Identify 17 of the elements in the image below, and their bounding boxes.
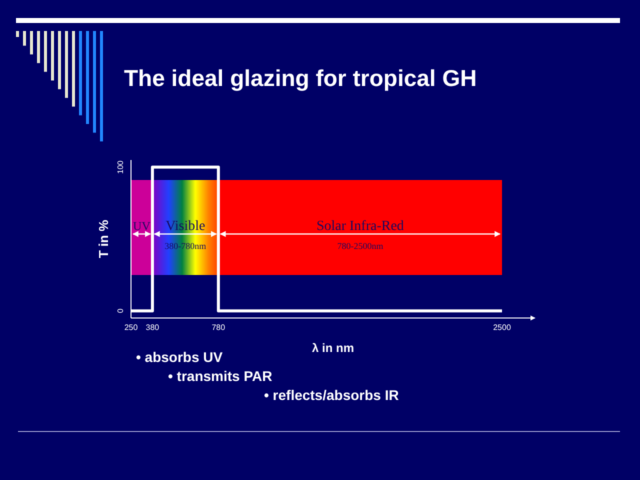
text: • absorbs UV: [136, 349, 224, 365]
chart-title: The ideal glazing for tropical GH: [124, 65, 477, 91]
x-axis-title: λ in nm: [312, 341, 354, 355]
text: • reflects/absorbs IR: [264, 387, 399, 403]
x-tick-label: 780: [212, 323, 226, 332]
annotation: 380-780nm: [164, 241, 206, 251]
x-tick-label: 2500: [493, 323, 512, 332]
y-tick-label: 0: [116, 308, 125, 314]
x-tick-label: 250: [124, 323, 138, 332]
y-axis-title: T in %: [96, 219, 111, 258]
text: • transmits PAR: [168, 368, 272, 384]
band-label: Solar Infra-Red: [316, 219, 404, 234]
band-label: UV: [133, 219, 151, 233]
annotation: 780-2500nm: [337, 241, 384, 251]
y-tick-label: 100: [116, 160, 125, 174]
x-tick-label: 380: [146, 323, 160, 332]
band-label: Visible: [166, 219, 206, 234]
